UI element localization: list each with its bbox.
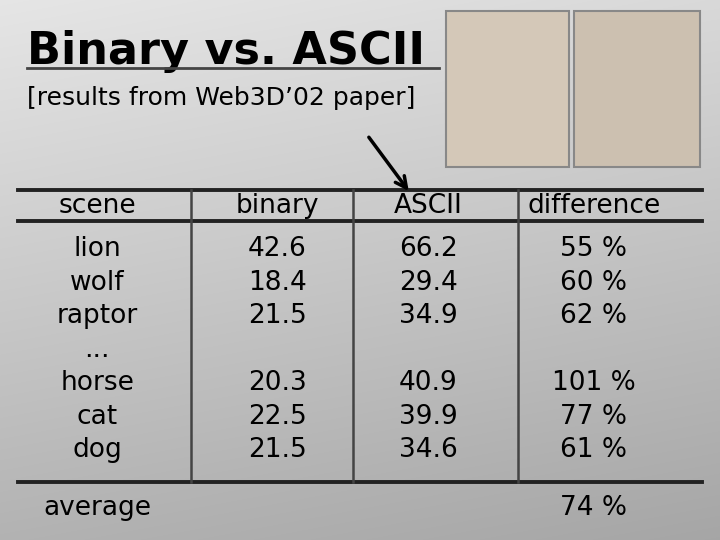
Text: dog: dog <box>72 437 122 463</box>
Text: 60 %: 60 % <box>560 270 628 296</box>
Text: Binary vs. ASCII: Binary vs. ASCII <box>27 30 426 73</box>
Text: 29.4: 29.4 <box>399 270 458 296</box>
Text: wolf: wolf <box>70 270 125 296</box>
Text: 61 %: 61 % <box>560 437 628 463</box>
Text: [results from Web3D’02 paper]: [results from Web3D’02 paper] <box>27 86 415 110</box>
Text: 21.5: 21.5 <box>248 437 307 463</box>
Text: scene: scene <box>58 193 136 219</box>
Text: 77 %: 77 % <box>560 404 628 430</box>
Text: 34.6: 34.6 <box>399 437 458 463</box>
Text: ASCII: ASCII <box>394 193 463 219</box>
Text: lion: lion <box>73 237 121 262</box>
Text: 62 %: 62 % <box>560 303 628 329</box>
Text: difference: difference <box>527 193 661 219</box>
Text: 42.6: 42.6 <box>248 237 307 262</box>
Text: horse: horse <box>60 370 134 396</box>
Text: 66.2: 66.2 <box>399 237 458 262</box>
Text: average: average <box>43 495 151 521</box>
Text: 39.9: 39.9 <box>399 404 458 430</box>
Text: 40.9: 40.9 <box>399 370 458 396</box>
Text: 101 %: 101 % <box>552 370 636 396</box>
Bar <box>574 11 700 167</box>
Text: raptor: raptor <box>57 303 138 329</box>
Text: 22.5: 22.5 <box>248 404 307 430</box>
Text: binary: binary <box>235 193 319 219</box>
Text: 55 %: 55 % <box>560 237 628 262</box>
Text: cat: cat <box>76 404 118 430</box>
Text: ...: ... <box>84 337 110 363</box>
Text: 18.4: 18.4 <box>248 270 307 296</box>
Bar <box>446 11 569 167</box>
Text: 21.5: 21.5 <box>248 303 307 329</box>
Text: 34.9: 34.9 <box>399 303 458 329</box>
Text: 74 %: 74 % <box>560 495 628 521</box>
Text: 20.3: 20.3 <box>248 370 307 396</box>
